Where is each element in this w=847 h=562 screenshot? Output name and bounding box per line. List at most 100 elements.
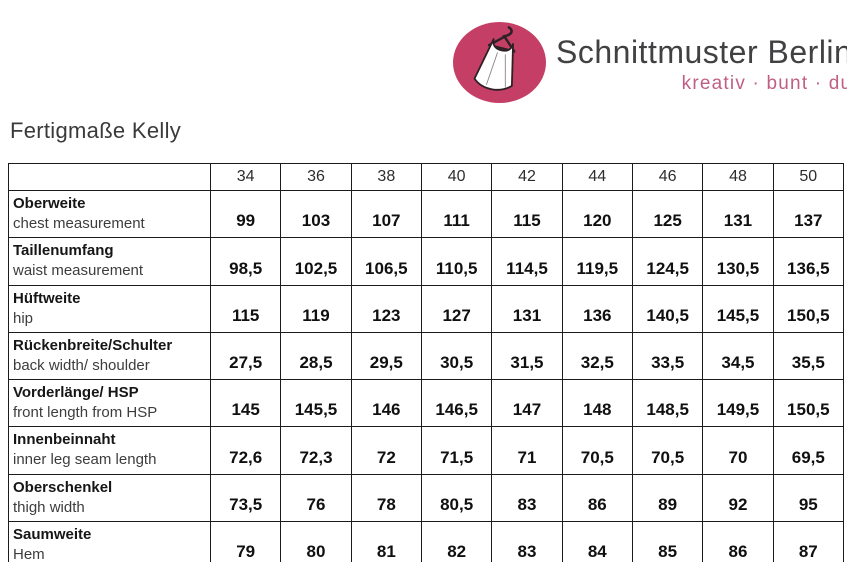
measurement-value: 130,5 — [702, 237, 774, 286]
measurement-label: Rückenbreite/Schulter back width/ shoulde… — [8, 331, 211, 381]
measurement-value: 110,5 — [420, 237, 493, 286]
size-column-header: 46 — [631, 163, 704, 191]
size-column-header: 50 — [772, 163, 845, 191]
table-row: Vorderlänge/ HSP front length from HSP 145… — [8, 378, 845, 428]
measurement-value: 71,5 — [420, 426, 493, 475]
measurement-value: 76 — [280, 473, 352, 522]
measurement-value: 123 — [350, 284, 422, 333]
measurement-value: 125 — [631, 189, 704, 239]
measurement-value: 73,5 — [209, 473, 282, 522]
measurement-value: 33,5 — [631, 331, 704, 381]
label-german: Taillenumfang — [13, 242, 114, 260]
size-table: 34 36 38 40 42 44 46 48 50 Oberweite chest measur… — [8, 163, 845, 562]
measurement-value: 70,5 — [631, 426, 704, 475]
label-english: thigh width — [13, 498, 85, 516]
label-german: Rückenbreite/Schulter — [13, 336, 173, 354]
measurement-value: 150,5 — [772, 378, 845, 428]
measurement-value: 92 — [702, 473, 774, 522]
measurement-value: 86 — [702, 520, 774, 562]
label-english: inner leg seam length — [13, 451, 157, 469]
table-body: Oberweite chest measurement 99 103 107 111 115… — [8, 189, 845, 562]
measurement-value: 136 — [561, 284, 633, 333]
measurement-value: 115 — [491, 189, 563, 239]
measurement-value: 119 — [280, 284, 352, 333]
measurement-value: 148 — [561, 378, 633, 428]
measurement-value: 107 — [350, 189, 422, 239]
label-german: Oberweite — [13, 195, 86, 212]
label-column-header — [8, 163, 211, 191]
measurement-value: 72 — [350, 426, 422, 475]
measurement-value: 145,5 — [702, 284, 774, 333]
size-column-header: 38 — [350, 163, 422, 191]
measurement-value: 145,5 — [280, 378, 352, 428]
dress-on-hanger-icon — [453, 22, 546, 103]
measurement-value: 34,5 — [702, 331, 774, 381]
measurement-value: 145 — [209, 378, 282, 428]
measurement-value: 140,5 — [631, 284, 704, 333]
page-title: Fertigmaße Kelly — [10, 118, 182, 143]
measurement-value: 114,5 — [491, 237, 563, 286]
brand-header: Schnittmuster Berlin kreativ · bunt · du — [452, 21, 847, 104]
label-german: Innenbeinnaht — [13, 431, 116, 449]
measurement-value: 72,3 — [280, 426, 352, 475]
size-header-row: 34 36 38 40 42 44 46 48 50 — [8, 163, 845, 191]
measurement-value: 131 — [702, 189, 774, 239]
measurement-value: 79 — [209, 520, 282, 562]
table-row: Taillenumfang waist measurement 98,5 102,5 1… — [8, 237, 845, 286]
table-row: Oberschenkel thigh width 73,5 76 78 80,5 83 86 8… — [8, 473, 845, 522]
measurement-value: 136,5 — [772, 237, 845, 286]
measurement-value: 119,5 — [561, 237, 633, 286]
label-english: waist measurement — [13, 262, 144, 280]
measurement-value: 70 — [702, 426, 774, 475]
measurement-value: 146,5 — [420, 378, 493, 428]
measurement-value: 115 — [209, 284, 282, 333]
measurement-label: Oberweite chest measurement — [8, 189, 211, 239]
label-english: chest measurement — [13, 215, 145, 232]
measurement-value: 124,5 — [631, 237, 704, 286]
measurement-value: 106,5 — [350, 237, 422, 286]
measurement-value: 98,5 — [209, 237, 282, 286]
table-row: Saumweite Hem 79 80 81 82 83 84 85 86 87 — [8, 520, 845, 562]
measurement-value: 131 — [491, 284, 563, 333]
size-column-header: 34 — [209, 163, 282, 191]
label-english: hip — [13, 309, 34, 327]
measurement-value: 71 — [491, 426, 563, 475]
measurement-value: 81 — [350, 520, 422, 562]
measurement-value: 84 — [561, 520, 633, 562]
measurement-value: 35,5 — [772, 331, 845, 381]
measurement-value: 137 — [772, 189, 845, 239]
table-row: Rückenbreite/Schulter back width/ shoulde… — [8, 331, 845, 381]
label-german: Oberschenkel — [13, 478, 113, 496]
measurement-value: 149,5 — [702, 378, 774, 428]
label-german: Hüftweite — [13, 289, 81, 307]
measurement-label: Saumweite Hem — [8, 520, 211, 562]
size-column-header: 36 — [280, 163, 352, 191]
measurement-value: 146 — [350, 378, 422, 428]
brand-tagline: kreativ · bunt · du — [681, 73, 847, 95]
measurement-value: 102,5 — [280, 237, 352, 286]
measurement-value: 86 — [561, 473, 633, 522]
measurement-label: Oberschenkel thigh width — [8, 473, 211, 522]
label-english: back width/ shoulder — [13, 356, 150, 374]
measurement-value: 32,5 — [561, 331, 633, 381]
measurement-value: 82 — [420, 520, 493, 562]
measurement-value: 111 — [420, 189, 493, 239]
measurement-label: Taillenumfang waist measurement — [8, 237, 211, 286]
size-column-header: 40 — [420, 163, 493, 191]
table-row: Oberweite chest measurement 99 103 107 111 115… — [8, 189, 845, 239]
measurement-value: 127 — [420, 284, 493, 333]
measurement-value: 78 — [350, 473, 422, 522]
measurement-value: 147 — [491, 378, 563, 428]
measurement-value: 31,5 — [491, 331, 563, 381]
measurement-label: Innenbeinnaht inner leg seam length — [8, 426, 211, 475]
measurement-value: 30,5 — [420, 331, 493, 381]
size-column-header: 42 — [491, 163, 563, 191]
brand-text-block: Schnittmuster Berlin kreativ · bunt · du — [556, 21, 847, 95]
label-german: Saumweite — [13, 525, 92, 543]
measurement-value: 27,5 — [209, 331, 282, 381]
measurement-value: 99 — [209, 189, 282, 239]
size-column-header: 44 — [561, 163, 633, 191]
measurement-value: 70,5 — [561, 426, 633, 475]
measurement-value: 103 — [280, 189, 352, 239]
measurement-value: 83 — [491, 520, 563, 562]
